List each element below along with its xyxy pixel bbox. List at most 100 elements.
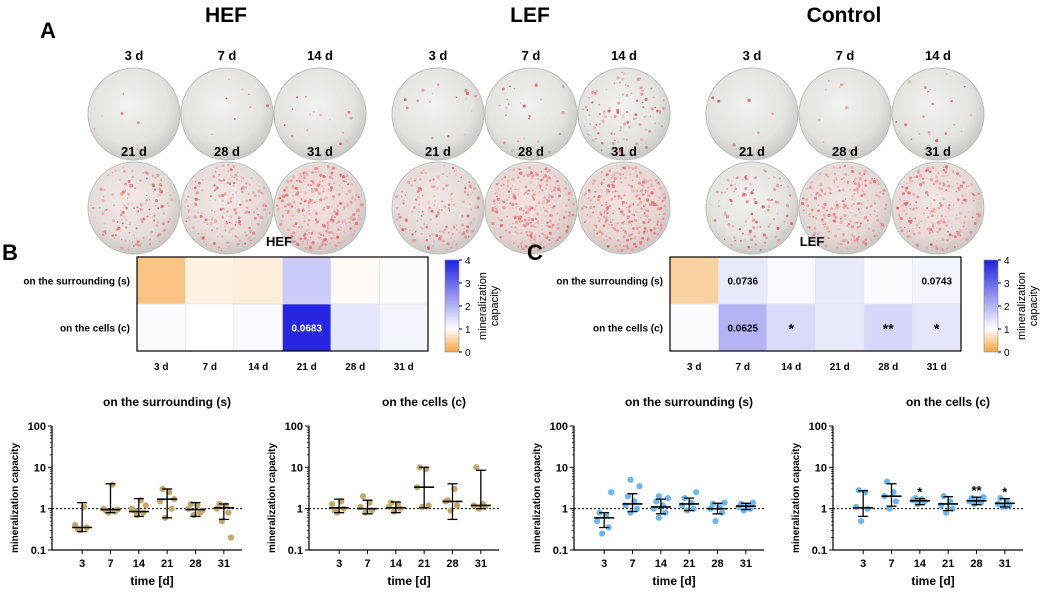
y-axis-label: mineralization capacity [532,443,543,553]
x-tick-label: 21 [161,558,173,570]
well-plate [891,67,985,161]
panel-a-well-photos: A HEF 3 d 7 d 14 d 21 d 28 d 31 d LEF 3 d 7 d 14 d… [40,4,985,255]
stain-dots [817,79,851,152]
data-point [633,505,641,512]
y-tick-label: 10 [815,462,827,474]
heatmap-cell [233,303,283,352]
data-point [453,502,461,509]
scatter-plot-2: on the cells (c) 0.1 1 10 100 mineralization … [267,395,499,588]
x-tick-label: 31 [999,558,1011,570]
well-label: 7 d [836,48,855,63]
stain-dots [800,164,888,251]
heatmap-title: LEF [800,234,825,249]
y-tick-label: 1 [821,504,827,516]
stain-dots [582,71,666,156]
heatmap-col-label: 21 d [830,362,850,373]
x-tick-label: 28 [970,558,982,570]
heatmap-cell [282,256,332,305]
y-axis-label: mineralization capacity [10,443,21,553]
colorbar-label: mineralizationcapacity [477,272,501,340]
plot-title: on the surrounding (s) [625,395,753,409]
x-tick-label: 28 [711,558,723,570]
y-tick-label: 1 [562,504,568,516]
stain-dots [283,95,353,154]
data-point [142,502,149,509]
data-point [709,500,717,508]
heatmap-cell [863,256,913,305]
stain-dots [93,93,140,153]
scatter-plot-3: on the surrounding (s) 0.1 1 10 100 mineraliz… [532,395,764,588]
x-tick-label: 21 [942,558,954,570]
heatmap-cell [815,256,865,305]
group-title-hef: HEF [205,4,247,27]
colorbar-tick-label: 0 [1004,348,1010,359]
data-point [131,507,138,514]
stain-wash [183,164,271,252]
y-tick-label: 0.1 [31,545,46,557]
data-point [187,500,195,508]
well-label: 21 d [739,144,765,159]
data-point [473,464,480,471]
data-point [886,505,893,512]
heatmap-cell [136,303,186,352]
colorbar-tick-label: 0 [465,348,471,359]
well-label: 14 d [611,48,637,63]
data-point [624,493,632,500]
well-plate [391,67,485,161]
data-point [444,497,452,504]
data-point [693,489,700,496]
stain-wash [394,164,482,252]
data-point [980,494,987,501]
stain-dots [403,83,477,157]
heatmap-cell [766,303,816,352]
group-title-control: Control [807,4,882,27]
y-tick-label: 100 [28,421,46,433]
heatmap-annotation: * [789,321,795,337]
y-tick-label: 100 [285,421,303,433]
heatmap-row-label: on the cells (c) [593,324,663,335]
heatmap-col-label: 7 d [203,362,217,373]
heatmap-cell [136,256,186,305]
data-point [749,499,756,506]
colorbar-tick-label: 1 [465,325,471,336]
heatmap-annotation: 0.0743 [921,277,952,288]
stain-dots [491,166,575,252]
heatmap-col-label: 31 d [927,362,947,373]
stain-dots [276,165,364,252]
data-point [359,493,367,500]
heatmap-cell [669,256,719,305]
data-point [655,493,662,500]
heatmap-cell [815,303,865,352]
x-tick-label: 7 [364,558,370,570]
x-tick-label: 7 [107,558,113,570]
y-tick-label: 100 [809,421,827,433]
y-tick-label: 0.1 [812,545,827,557]
data-point [892,498,900,505]
data-point [721,499,728,506]
well-label: 3 d [429,48,448,63]
significance-marker: * [917,485,923,500]
well-label: 28 d [214,144,240,159]
colorbar-tick-label: 4 [1004,256,1010,267]
well-label: 3 d [125,48,144,63]
x-tick-label: 14 [655,558,668,570]
heatmap-cell [282,303,332,352]
x-tick-label: 31 [740,558,752,570]
y-tick-label: 10 [291,462,303,474]
x-tick-label: 21 [418,558,430,570]
x-axis-label: time [d] [387,574,430,588]
heatmap-col-label: 3 d [687,362,701,373]
x-tick-label: 3 [79,558,85,570]
data-point [712,518,719,525]
heatmap-col-label: 14 d [248,362,268,373]
colorbar-tick-label: 1 [1004,325,1010,336]
y-tick-label: 1 [40,504,46,516]
well-plate [273,67,367,161]
scatter-plot-4: on the cells (c) 0.1 1 10 100 mineralization … [791,395,1023,588]
data-point [199,507,206,514]
x-axis-label: time [d] [911,574,954,588]
data-point [608,489,615,496]
heatmap-frame [136,256,429,352]
heatmap-col-label: 28 d [878,362,898,373]
heatmap-cell [379,303,429,352]
